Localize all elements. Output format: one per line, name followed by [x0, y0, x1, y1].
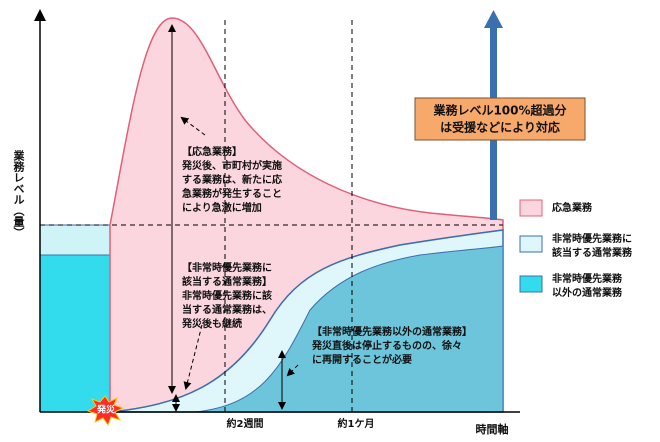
time-mark: 約1ケ月 [338, 417, 375, 430]
annotation-text: 発災直後は停止するものの、徐々 [311, 339, 462, 352]
callout-text: は受援などにより対応 [440, 120, 560, 135]
annotation-text: する業務は、新たに応 [182, 173, 282, 186]
annotation-text: 当する通常業務は、 [182, 303, 272, 316]
annotation-text: 【非常時優先業務に [182, 261, 272, 274]
annotation-text: 【応急業務】 [182, 145, 242, 158]
support-arrow-head [484, 10, 503, 28]
annotation-text: 発災後、市町村が実施 [181, 159, 282, 172]
annotation-text: により急激に増加 [182, 201, 262, 214]
annotation-text: 急業務が発生すること [182, 187, 282, 200]
legend-swatch [519, 235, 543, 253]
y-axis-label: 業務レベル（量） [12, 149, 26, 238]
text-layer: 【応急業務】発災後、市町村が実施する業務は、新たに応急業務が発生することにより急… [181, 145, 633, 366]
x-axis-label: 時間軸 [476, 422, 509, 436]
callout-text: 業務レベル100%超過分 [432, 103, 566, 118]
arrow [286, 364, 299, 377]
annotation-text: 該当する通常業務】 [182, 275, 272, 288]
legend-label: 非常時優先業務に [552, 232, 632, 245]
legend-label: 非常時優先業務 [552, 272, 623, 285]
normal-other-block [39, 254, 111, 413]
annotation-text: 【非常時優先業務以外の通常業務】 [312, 325, 472, 338]
legend-label: 該当する通常業務 [552, 246, 633, 259]
annotation-text: 発災後も継続 [181, 317, 242, 330]
legend-label: 応急業務 [552, 201, 593, 214]
legend-swatch [519, 275, 543, 293]
arrow [183, 324, 203, 390]
annotation-text: 非常時優先業務に該 [182, 289, 272, 302]
arrow [180, 116, 206, 136]
disaster-label: 発災 [96, 404, 116, 416]
legend-swatch [519, 199, 543, 217]
legend-label: 以外の通常業務 [552, 286, 623, 299]
callout-box [414, 97, 586, 141]
annotation-text: に再開することが必要 [312, 353, 412, 366]
disaster-burst [86, 395, 125, 427]
time-mark: 約2週間 [227, 417, 264, 430]
